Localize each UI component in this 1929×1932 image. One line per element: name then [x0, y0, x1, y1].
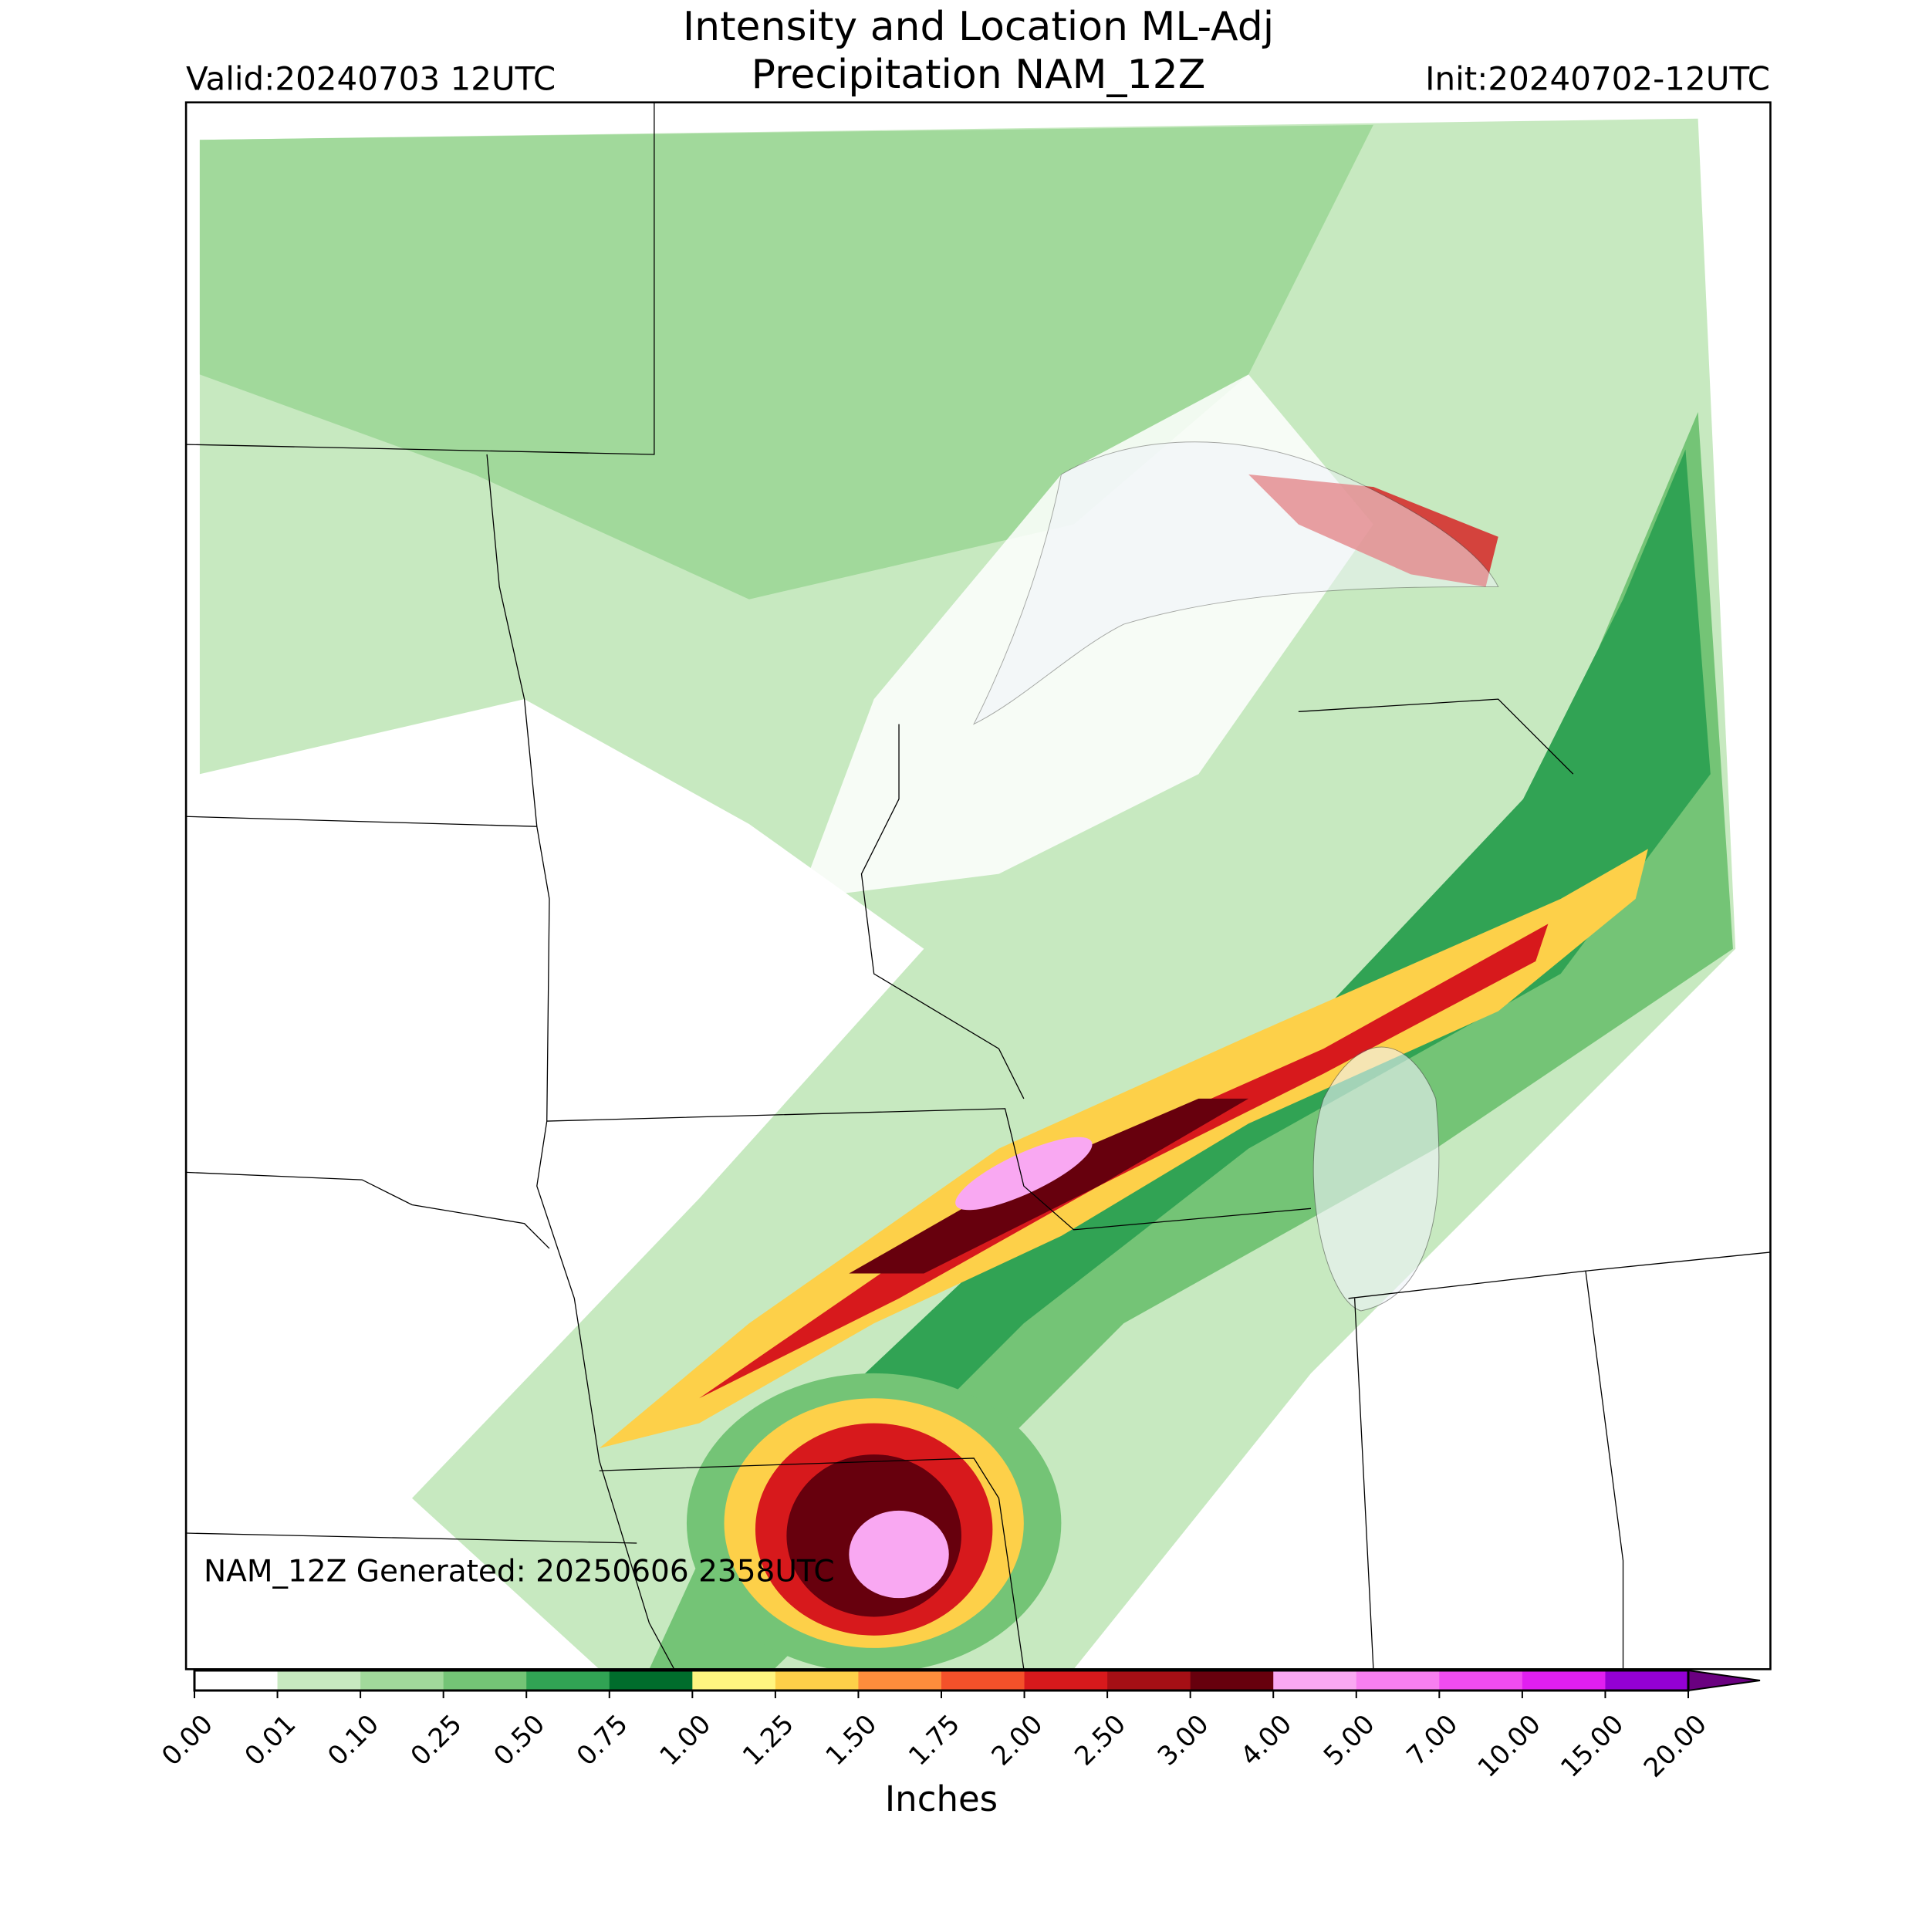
colorbar-segment [1605, 1670, 1689, 1690]
colorbar-segment [277, 1670, 361, 1690]
colorbar-segment [194, 1670, 279, 1690]
colorbar-tick-label: 10.00 [1472, 1709, 1547, 1784]
colorbar-segment [526, 1670, 610, 1690]
precip-band-core [774, 449, 1711, 1561]
generated-note: NAM_12Z Generated: 20250606 2358UTC [204, 1555, 835, 1589]
colorbar-tick-label: 0.00 [156, 1709, 219, 1772]
colorbar: 0.00 0.01 0.10 0.25 0.50 0.75 1.00 1.25 1.50 1.75… [156, 1669, 1761, 1784]
colorbar-tick-label: 1.25 [737, 1709, 800, 1772]
colorbar-segment [1107, 1670, 1191, 1690]
colorbar-tick-label: 0.25 [405, 1709, 468, 1772]
extreme-spot [955, 1137, 1093, 1211]
init-time: Init:20240702-12UTC [1425, 60, 1770, 98]
title-line-2: Precipitation NAM_12Z [752, 52, 1206, 98]
colorbar-tick-label: 4.00 [1235, 1709, 1298, 1772]
south-blob-core [849, 1510, 949, 1599]
colorbar-tick-label: 7.00 [1400, 1709, 1464, 1772]
state-borders [186, 102, 1771, 1670]
colorbar-tick-label: 0.75 [571, 1709, 634, 1772]
colorbar-segment [443, 1670, 527, 1690]
colorbar-tick-label: 1.50 [820, 1709, 883, 1772]
map-frame [184, 101, 1772, 1670]
colorbar-tick-label: 20.00 [1638, 1709, 1713, 1784]
colorbar-segment [360, 1670, 444, 1690]
colorbar-segment [609, 1670, 693, 1690]
colorbar-segment [692, 1670, 776, 1690]
map [184, 101, 1772, 1670]
colorbar-tick-label: 5.00 [1318, 1709, 1381, 1772]
colorbar-tick-label: 2.00 [986, 1709, 1049, 1772]
colorbar-segment [1439, 1670, 1523, 1690]
heavy-band-max [849, 1098, 1249, 1274]
colorbar-segment [1024, 1670, 1108, 1690]
colorbar-segment [1356, 1670, 1440, 1690]
colorbar-segment [1190, 1670, 1274, 1690]
colorbar-segment [1522, 1670, 1606, 1690]
colorbar-tick-label: 1.00 [654, 1709, 717, 1772]
colorbar-segment [1273, 1670, 1357, 1690]
colorbar-tick-label: 15.00 [1555, 1709, 1630, 1784]
colorbar-tick-label: 3.00 [1152, 1709, 1215, 1772]
lake-superior [973, 441, 1499, 725]
colorbar-tick-label: 0.50 [488, 1709, 551, 1772]
title-line-1: Intensity and Location ML-Adj [683, 4, 1274, 50]
colorbar-tick-label: 0.01 [239, 1709, 302, 1772]
colorbar-tick-label: 0.10 [322, 1709, 385, 1772]
colorbar-segment [858, 1670, 942, 1690]
colorbar-segment [775, 1670, 859, 1690]
colorbar-segment [941, 1670, 1025, 1690]
colorbar-tick-label: 1.75 [903, 1709, 966, 1772]
colorbar-tick-label: 2.50 [1069, 1709, 1132, 1772]
colorbar-label: Inches [885, 1778, 998, 1819]
colorbar-extend [1687, 1669, 1761, 1692]
valid-time: Valid:20240703 12UTC [186, 60, 556, 98]
lake-michigan [1312, 1046, 1440, 1312]
